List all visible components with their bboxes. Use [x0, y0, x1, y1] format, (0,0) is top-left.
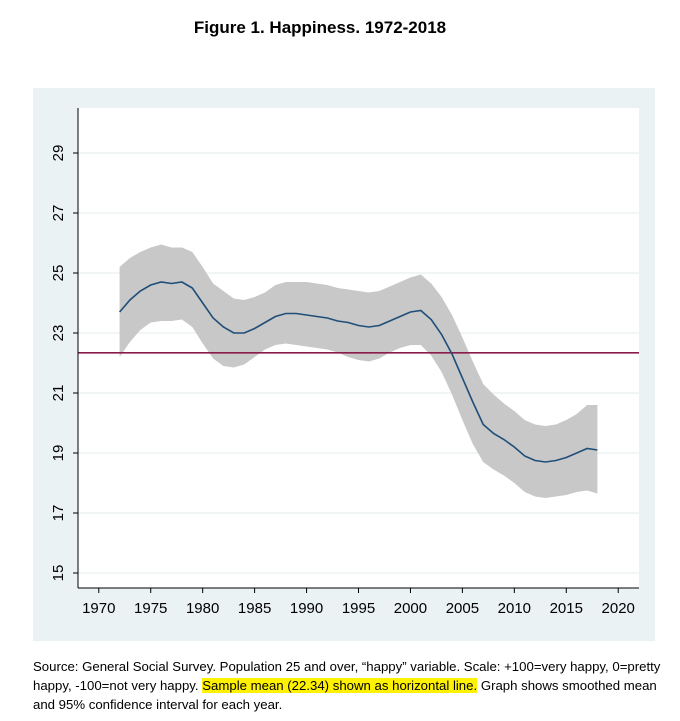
happiness-chart: 15 17 19 21 23 25 27 29 1970 1975 1980 1985 1990 1995…	[50, 108, 639, 617]
chart-panel: 15 17 19 21 23 25 27 29 1970 1975 1980 1985 1990 1995…	[33, 88, 655, 641]
x-tick-label: 1990	[290, 600, 323, 617]
y-tick-label: 25	[50, 265, 67, 282]
x-tick-label: 2005	[446, 600, 479, 617]
y-tick-label: 17	[50, 505, 67, 522]
smoothed-mean-line	[118, 281, 598, 463]
x-tick-label: 1995	[342, 600, 375, 617]
y-tick-label: 15	[50, 565, 67, 582]
caption-method-text: Graph shows smoothed mean and 95% confid…	[33, 678, 657, 712]
caption-source-text: Source: General Social Survey. Populatio…	[33, 659, 661, 693]
confidence-interval-band	[119, 244, 598, 498]
x-tick-label: 2020	[602, 600, 635, 617]
y-tick-label: 21	[50, 385, 67, 402]
y-tick-label: 19	[50, 445, 67, 462]
y-tick-label: 23	[50, 325, 67, 342]
caption-highlight-text: Sample mean (22.34) shown as horizontal …	[202, 678, 478, 693]
figure-caption: Source: General Social Survey. Populatio…	[33, 657, 663, 714]
figure-title: Figure 1. Happiness. 1972-2018	[193, 18, 447, 37]
x-tick-label: 2010	[498, 600, 531, 617]
x-tick-label: 1975	[134, 600, 167, 617]
y-tick-label: 27	[50, 205, 67, 222]
x-tick-label: 1970	[82, 600, 115, 617]
x-tick-label: 1980	[186, 600, 219, 617]
y-tick-label: 29	[50, 145, 67, 162]
x-tick-label: 2000	[394, 600, 427, 617]
x-tick-label: 1985	[238, 600, 271, 617]
x-tick-label: 2015	[550, 600, 583, 617]
